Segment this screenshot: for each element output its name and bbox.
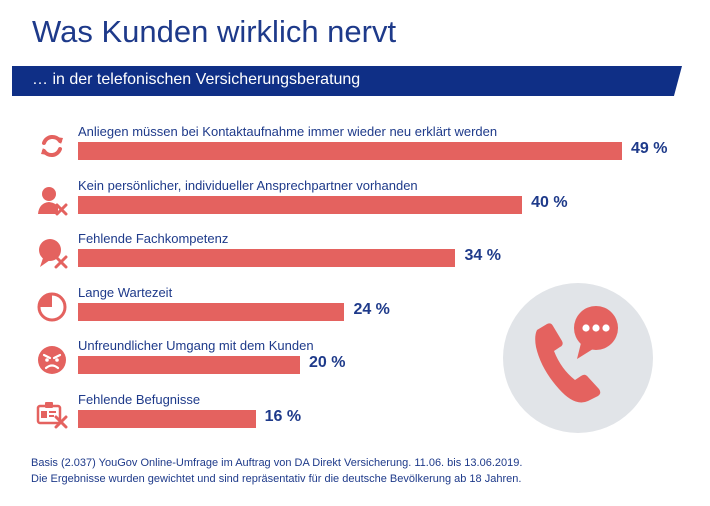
bar [78,356,301,374]
bar-row: Anliegen müssen bei Kontaktaufnahme imme… [0,124,710,174]
category-label: Fehlende Fachkompetenz [78,231,229,246]
phone-speech-icon [503,283,653,433]
bar-row: Lange Wartezeit 24 % [0,285,710,335]
page-subtitle: … in der telefonischen Versicherungsbera… [32,71,361,88]
angry-face-icon [36,344,68,376]
category-label: Unfreundlicher Umgang mit dem Kunden [78,338,314,353]
data-label: 40 % [531,193,568,211]
data-label: 20 % [309,354,346,371]
bar-row: Kein persönlicher, individueller Ansprec… [0,178,710,228]
footnote: Basis (2.037) YouGov Online-Umfrage im A… [31,455,522,487]
data-label: 49 % [631,140,668,157]
speech-cross-icon [36,237,68,269]
category-label: Anliegen müssen bei Kontaktaufnahme imme… [78,124,498,139]
data-label: 34 % [464,247,501,264]
bar-row: Fehlende Fachkompetenz 34 % [0,231,710,281]
footnote-line-2: Die Ergebnisse wurden gewichtet und sind… [31,473,522,485]
page-title: Was Kunden wirklich nervt [32,14,397,49]
subtitle-banner [12,66,682,96]
category-label: Lange Wartezeit [78,284,173,300]
data-label: 24 % [353,300,390,318]
bar [78,409,256,428]
clock-icon [36,291,68,323]
bar-row: Fehlende Befugnisse 16 % [0,392,710,442]
id-card-cross-icon [36,398,68,430]
bar [78,302,345,321]
bar-row: Unfreundlicher Umgang mit dem Kunden 20 % [0,338,710,388]
bar [78,249,456,267]
data-label: 16 % [264,407,302,425]
category-label: Kein persönlicher, individueller Ansprec… [78,177,418,193]
person-cross-icon [36,184,68,216]
refresh-icon [36,130,68,162]
category-label: Fehlende Befugnisse [78,391,201,407]
bar [78,142,622,160]
footnote-line-1: Basis (2.037) YouGov Online-Umfrage im A… [31,457,523,469]
bar [78,195,523,214]
